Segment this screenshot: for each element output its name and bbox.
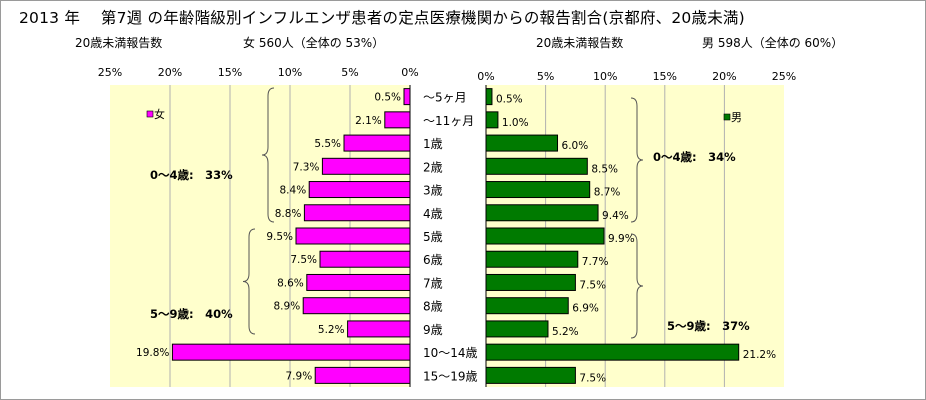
female-bar: [302, 297, 411, 315]
female-value-label: 0.5%: [374, 92, 401, 104]
female-bar: [403, 88, 411, 106]
male-count-info: 男 598人（全体の 60%）: [702, 36, 844, 50]
female-tick-label: 25%: [98, 66, 122, 79]
male-bar: [485, 227, 605, 245]
male-bar: [485, 366, 576, 384]
female-tick-label: 0%: [401, 66, 418, 79]
male-0-4-brace: [630, 97, 644, 223]
female-tick-label: 5%: [341, 66, 358, 79]
female-value-label: 8.6%: [277, 277, 304, 289]
male-bar: [485, 157, 588, 175]
female-value-label: 2.1%: [355, 115, 382, 127]
female-value-label: 19.8%: [136, 347, 169, 359]
category-label: 7歳: [423, 276, 443, 290]
category-label: 6歳: [423, 253, 443, 267]
male-value-label: 5.2%: [552, 326, 579, 338]
male-tick-label: 15%: [653, 70, 677, 83]
category-label: 3歳: [423, 184, 443, 198]
male-bar: [485, 297, 569, 315]
female-bar: [321, 157, 411, 175]
category-label: 1歳: [423, 137, 443, 151]
female-bar: [308, 181, 411, 199]
chart-title: 2013 年 第7週 の年齢階級別インフルエンザ患者の定点医療機関からの報告割合…: [19, 9, 745, 27]
female-legend-swatch: [146, 110, 154, 118]
male-legend-swatch: [723, 113, 731, 121]
female-0-4-annotation: 0～4歳: 33%: [150, 168, 233, 182]
female-value-label: 7.9%: [286, 370, 313, 382]
female-count-label: 20歳未満報告数: [75, 36, 163, 50]
female-bar: [303, 204, 411, 222]
male-bar: [485, 88, 493, 106]
male-value-label: 21.2%: [743, 349, 776, 361]
male-count-label: 20歳未満報告数: [536, 36, 624, 50]
category-label: ～11ヶ月: [423, 114, 474, 128]
category-label: 2歳: [423, 160, 443, 174]
male-value-label: 8.7%: [594, 187, 621, 199]
male-value-label: 9.9%: [608, 233, 635, 245]
female-0-4-brace: [261, 87, 275, 223]
male-5-9-brace: [630, 233, 644, 339]
female-bar: [306, 273, 411, 291]
female-bar: [314, 366, 411, 384]
female-value-label: 7.5%: [290, 254, 317, 266]
male-bar: [485, 273, 576, 291]
female-tick-label: 10%: [278, 66, 302, 79]
female-count-info: 女 560人（全体の 53%）: [243, 36, 385, 50]
male-value-label: 7.7%: [582, 256, 609, 268]
male-tick-label: 20%: [712, 70, 736, 83]
male-legend-label: 男: [731, 111, 742, 124]
male-bar: [485, 181, 591, 199]
male-bar: [485, 320, 549, 338]
category-label: 4歳: [423, 207, 443, 221]
category-label: 10～14歳: [423, 346, 478, 360]
male-bar: [485, 250, 579, 268]
male-bar: [485, 111, 499, 129]
female-bar: [171, 343, 411, 361]
female-tick-label: 15%: [218, 66, 242, 79]
category-label: 15～19歳: [423, 369, 478, 383]
male-bar: [485, 343, 740, 361]
male-0-4-annotation: 0～4歳: 34%: [653, 150, 736, 164]
female-5-9-brace: [242, 228, 256, 335]
male-bar: [485, 204, 599, 222]
male-value-label: 9.4%: [602, 210, 629, 222]
female-bar: [319, 250, 411, 268]
male-value-label: 1.0%: [502, 117, 529, 129]
category-label: 8歳: [423, 300, 443, 314]
male-value-label: 6.0%: [562, 140, 589, 152]
female-value-label: 8.8%: [275, 208, 302, 220]
male-bar: [485, 134, 559, 152]
male-value-label: 0.5%: [496, 94, 523, 106]
male-tick-label: 10%: [593, 70, 617, 83]
male-tick-label: 5%: [537, 70, 554, 83]
female-tick-label: 20%: [158, 66, 182, 79]
female-value-label: 5.5%: [314, 138, 341, 150]
male-value-label: 6.9%: [572, 303, 599, 315]
category-label: 5歳: [423, 230, 443, 244]
female-value-label: 7.3%: [293, 161, 320, 173]
male-value-label: 7.5%: [579, 279, 606, 291]
female-value-label: 8.9%: [274, 301, 301, 313]
female-value-label: 9.5%: [266, 231, 293, 243]
male-5-9-annotation: 5～9歳: 37%: [667, 319, 750, 333]
female-value-label: 8.4%: [280, 185, 307, 197]
male-tick-label: 0%: [477, 70, 494, 83]
male-value-label: 8.5%: [591, 163, 618, 175]
male-value-label: 7.5%: [579, 372, 606, 384]
female-bar: [295, 227, 411, 245]
female-bar: [343, 134, 411, 152]
female-5-9-annotation: 5～9歳: 40%: [150, 307, 233, 321]
category-label: 9歳: [423, 323, 443, 337]
female-value-label: 5.2%: [318, 324, 345, 336]
category-label: ～5ヶ月: [423, 91, 467, 105]
female-bar: [384, 111, 411, 129]
male-tick-label: 25%: [772, 70, 796, 83]
female-legend-label: 女: [154, 107, 165, 121]
female-bar: [347, 320, 411, 338]
